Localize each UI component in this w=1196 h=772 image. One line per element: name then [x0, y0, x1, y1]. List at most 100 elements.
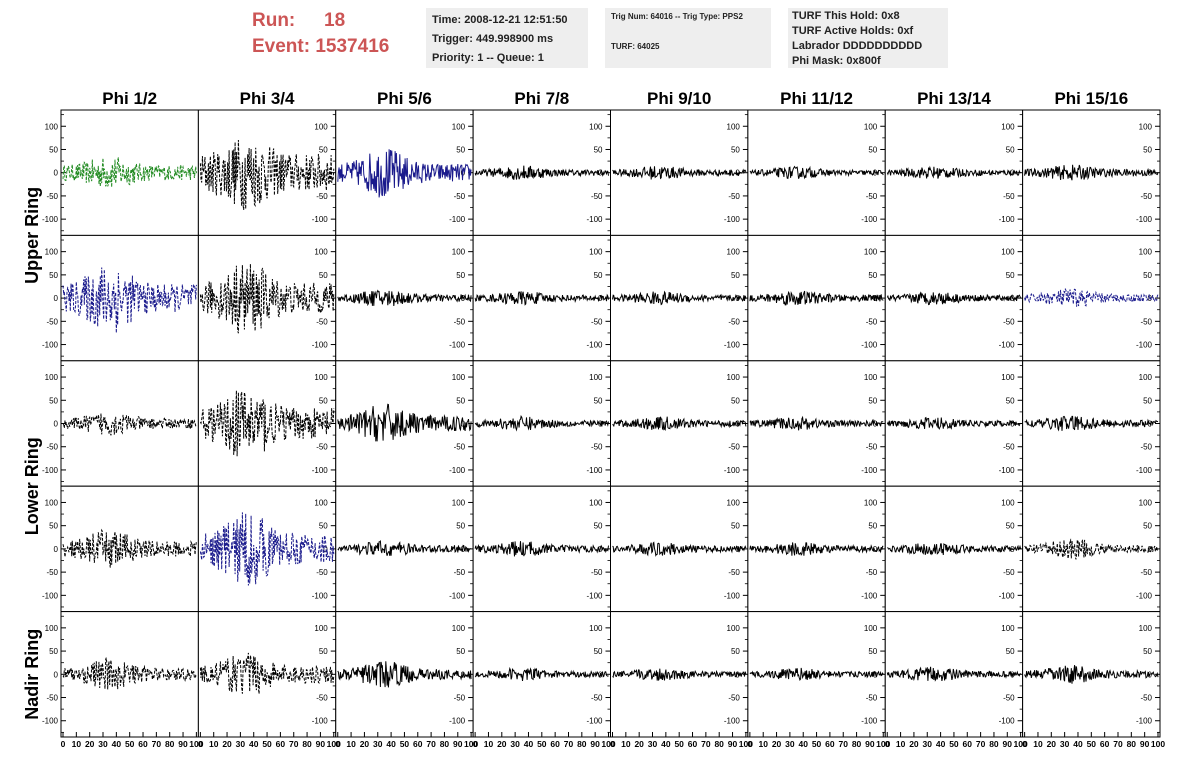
- y-tick-label: -100: [999, 717, 1016, 726]
- time-info-box: Time: 2008-12-21 12:51:50 Trigger: 449.9…: [426, 8, 588, 68]
- column-header: Phi 13/14: [917, 89, 991, 108]
- y-tick-label: 50: [456, 647, 465, 656]
- panel-frame: [197, 360, 337, 487]
- y-tick-label: 50: [1006, 145, 1015, 154]
- x-tick-label: 70: [976, 739, 986, 749]
- y-tick-label: -100: [999, 466, 1016, 475]
- y-tick-label: 50: [456, 145, 465, 154]
- y-tick-label: -50: [316, 568, 328, 577]
- y-tick-label: 100: [727, 498, 741, 507]
- waveform-trace: [62, 157, 197, 188]
- y-tick-label: 100: [452, 248, 466, 257]
- y-tick-label: -50: [454, 694, 466, 703]
- y-tick-label: -50: [1003, 317, 1015, 326]
- y-tick-label: -100: [312, 466, 329, 475]
- x-tick-label: 80: [165, 739, 175, 749]
- y-tick-label: -50: [46, 443, 58, 452]
- x-tick-label: 50: [812, 739, 822, 749]
- y-tick-label: 50: [1143, 522, 1152, 531]
- column-header: Phi 9/10: [647, 89, 711, 108]
- y-tick-label: 50: [49, 271, 58, 280]
- turf-hold-line: TURF This Hold: 0x8: [792, 10, 900, 22]
- y-tick-label: -50: [1003, 443, 1015, 452]
- event-label: Event:: [252, 36, 311, 57]
- x-tick-label: 40: [112, 739, 122, 749]
- y-tick-label: 50: [49, 396, 58, 405]
- waveform-trace: [886, 291, 1022, 306]
- waveform-trace: [337, 403, 472, 442]
- x-tick-label: 50: [125, 739, 135, 749]
- y-tick-label: -50: [1140, 443, 1152, 452]
- y-tick-label: -50: [1003, 568, 1015, 577]
- y-tick-label: -100: [1136, 591, 1153, 600]
- y-tick-label: -100: [42, 215, 59, 224]
- y-tick-label: -100: [1136, 717, 1153, 726]
- column-header: Phi 5/6: [377, 89, 432, 108]
- x-tick-label: 30: [785, 739, 795, 749]
- y-tick-label: 100: [452, 498, 466, 507]
- y-tick-label: -50: [454, 443, 466, 452]
- panel-frame: [472, 234, 611, 362]
- waveform-trace: [62, 657, 197, 690]
- y-tick-label: 100: [314, 122, 328, 131]
- y-tick-label: -100: [861, 466, 878, 475]
- x-tick-label: 60: [825, 739, 835, 749]
- x-tick-label: 100: [464, 739, 478, 749]
- x-tick-label: 80: [852, 739, 862, 749]
- waveform-trace: [749, 667, 884, 681]
- y-tick-label: 100: [1139, 498, 1153, 507]
- y-tick-label: -100: [724, 591, 741, 600]
- y-tick-label: -50: [591, 694, 603, 703]
- x-tick-label: 0: [748, 739, 753, 749]
- y-tick-label: 100: [452, 624, 466, 633]
- waveform-trace: [612, 416, 747, 431]
- y-tick-label: 100: [864, 373, 878, 382]
- y-tick-label: 50: [594, 271, 603, 280]
- y-tick-label: 0: [323, 545, 328, 554]
- y-tick-label: 50: [1143, 145, 1152, 154]
- y-tick-label: -50: [591, 192, 603, 201]
- event-line: Event: 1537416: [252, 34, 422, 60]
- y-tick-label: 100: [1001, 122, 1015, 131]
- column-header: Phi 7/8: [514, 89, 569, 108]
- y-tick-label: 100: [864, 624, 878, 633]
- y-tick-label: 100: [314, 373, 328, 382]
- waveform-trace: [474, 291, 609, 306]
- waveform-trace: [1024, 415, 1159, 432]
- y-tick-label: 100: [45, 373, 59, 382]
- x-tick-label: 100: [1151, 739, 1165, 749]
- y-tick-label: -100: [312, 591, 329, 600]
- y-tick-label: -50: [728, 317, 740, 326]
- y-tick-label: 0: [1010, 420, 1015, 429]
- x-tick-label: 20: [634, 739, 644, 749]
- x-tick-label: 40: [936, 739, 946, 749]
- column-header: Phi 15/16: [1054, 89, 1128, 108]
- x-tick-label: 30: [923, 739, 933, 749]
- x-tick-label: 90: [178, 739, 188, 749]
- x-tick-label: 30: [98, 739, 108, 749]
- y-tick-label: 50: [731, 396, 740, 405]
- y-tick-label: 0: [323, 169, 328, 178]
- panel-frame: [197, 109, 337, 236]
- y-tick-label: 100: [589, 248, 603, 257]
- y-tick-label: -50: [316, 443, 328, 452]
- y-tick-label: -50: [866, 568, 878, 577]
- x-tick-label: 0: [198, 739, 203, 749]
- x-tick-label: 90: [453, 739, 463, 749]
- y-tick-label: 50: [49, 145, 58, 154]
- y-tick-label: 0: [323, 670, 328, 679]
- y-tick-label: -50: [46, 694, 58, 703]
- y-tick-label: 100: [314, 248, 328, 257]
- y-tick-label: 100: [589, 122, 603, 131]
- waveform-trace: [612, 668, 747, 681]
- y-tick-label: -100: [42, 591, 59, 600]
- x-tick-label: 60: [550, 739, 560, 749]
- y-tick-label: -100: [312, 341, 329, 350]
- x-tick-label: 100: [1014, 739, 1028, 749]
- y-tick-label: -50: [728, 192, 740, 201]
- y-tick-label: 50: [49, 522, 58, 531]
- y-tick-label: 100: [1001, 624, 1015, 633]
- y-tick-label: -50: [454, 568, 466, 577]
- y-tick-label: -50: [866, 317, 878, 326]
- waveform-trace: [1024, 665, 1159, 684]
